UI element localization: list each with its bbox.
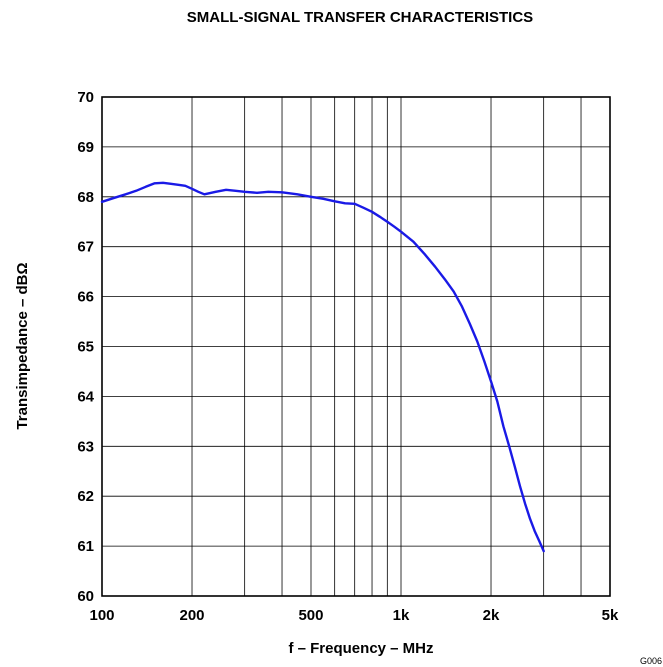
y-axis-label: Transimpedance – dBΩ: [14, 262, 31, 429]
x-tick-label: 1k: [393, 607, 410, 624]
y-tick-label: 66: [77, 289, 94, 306]
x-tick-label: 5k: [602, 607, 619, 624]
y-tick-label: 62: [77, 488, 94, 505]
y-tick-label: 61: [77, 538, 94, 555]
x-tick-label: 100: [89, 607, 114, 624]
x-tick-label: 500: [298, 607, 323, 624]
y-tick-label: 68: [77, 189, 94, 206]
y-tick-labels: 60 61 62 63 64 65 66 67 68 69 70: [77, 89, 94, 605]
plot-frame: [101, 96, 611, 597]
y-tick-label: 70: [77, 89, 94, 106]
series-layer: [100, 181, 545, 553]
y-tick-label: 67: [77, 239, 94, 256]
figure-code: G006: [640, 656, 662, 666]
y-tick-label: 65: [77, 339, 94, 356]
y-tick-label: 63: [77, 438, 94, 455]
transimpedance-curve: [100, 181, 545, 553]
x-axis-label: f – Frequency – MHz: [288, 640, 433, 657]
x-tick-label: 2k: [483, 607, 500, 624]
x-tick-label: 200: [179, 607, 204, 624]
grid-lines: [102, 97, 610, 596]
y-tick-label: 60: [77, 588, 94, 605]
x-tick-labels: 100 200 500 1k 2k 5k: [89, 607, 619, 624]
y-tick-label: 64: [77, 388, 94, 405]
y-tick-label: 69: [77, 139, 94, 156]
chart-title: SMALL-SIGNAL TRANSFER CHARACTERISTICS: [187, 9, 533, 26]
